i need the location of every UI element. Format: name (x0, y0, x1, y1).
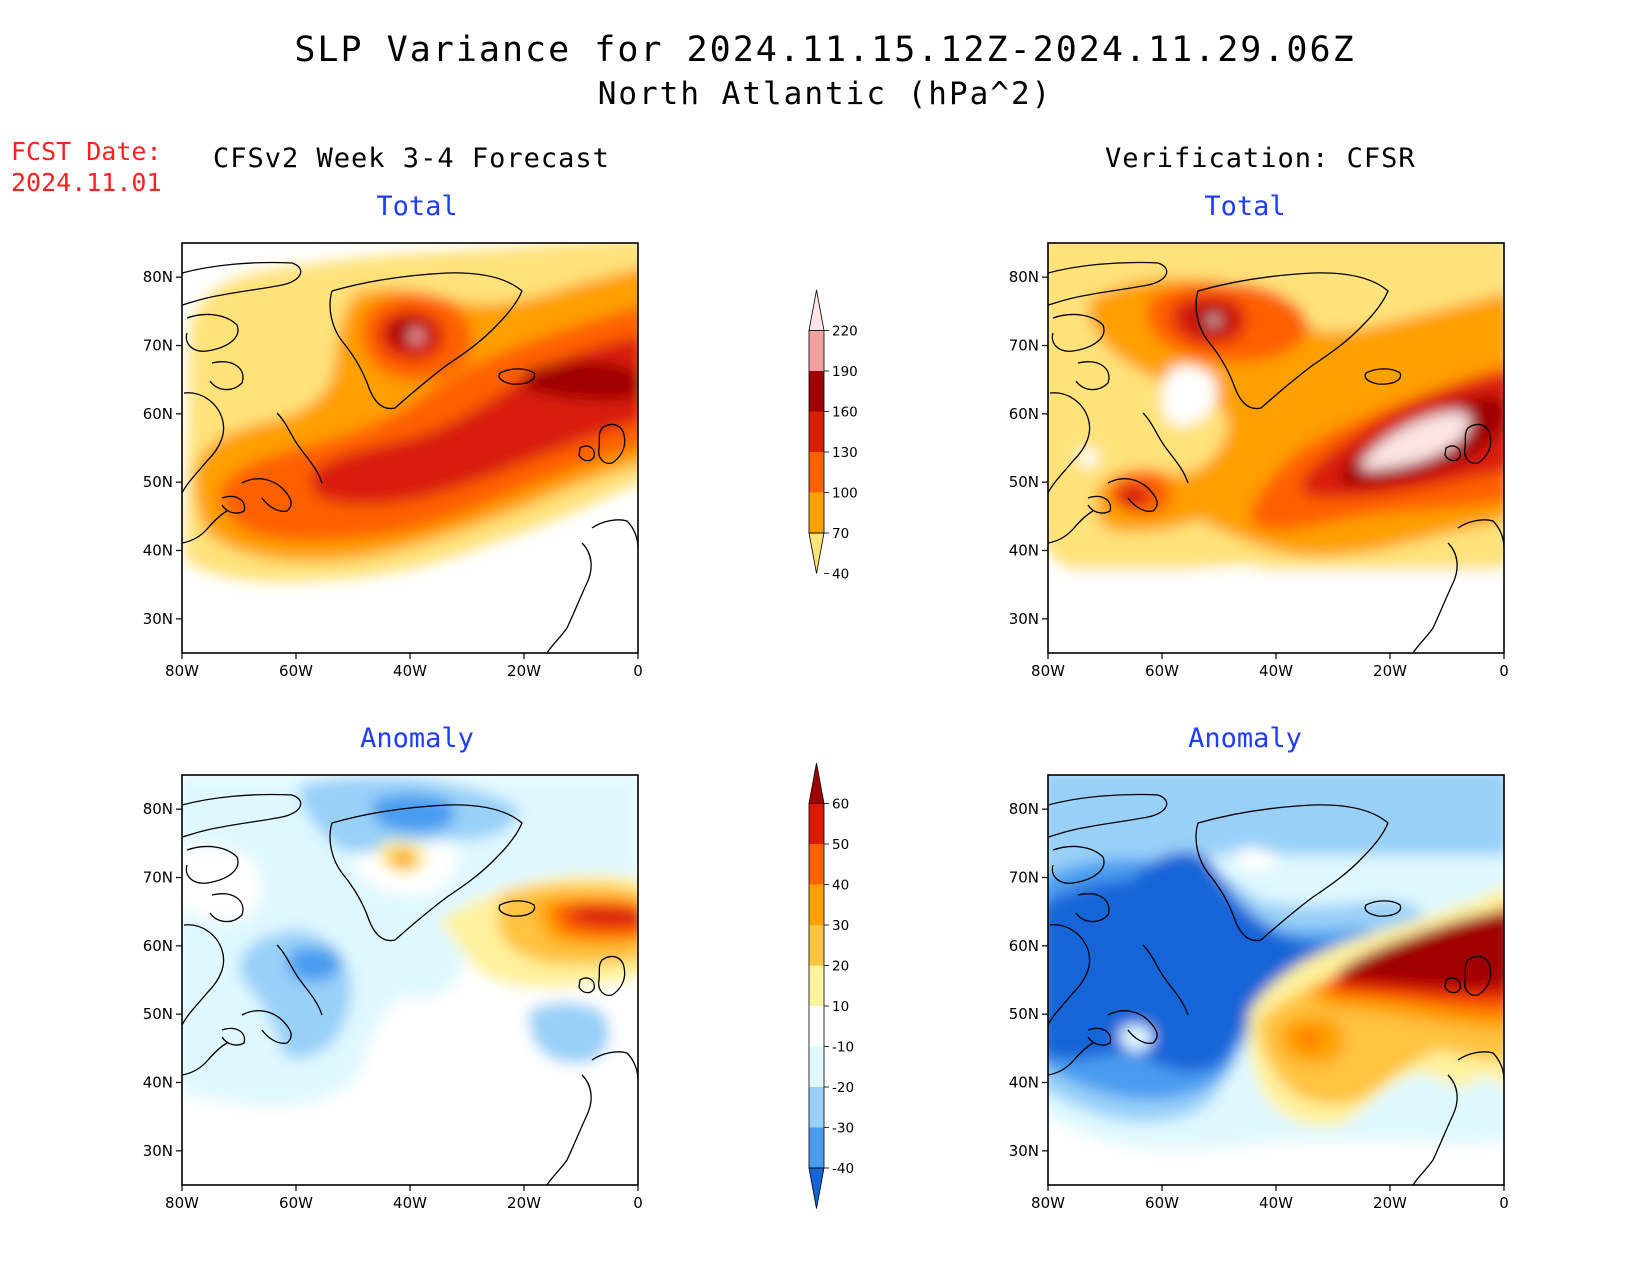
fcst-date-value: 2024.11.01 (11, 168, 162, 197)
lon-tick-label: 40W (393, 662, 427, 680)
colorbar-label: 10 (832, 999, 849, 1015)
colorbar-label: -40 (832, 1161, 854, 1177)
fcst-date-label: FCST Date: (11, 137, 162, 166)
colorbar-segment (809, 1087, 824, 1128)
lat-tick-label: 40N (1009, 1074, 1039, 1092)
lon-tick-label: 60W (1145, 1194, 1179, 1212)
lat-tick-label: 50N (1009, 473, 1039, 491)
lon-tick-label: 0 (633, 662, 643, 680)
lon-tick-label: 40W (1259, 662, 1293, 680)
lat-tick-label: 80N (143, 800, 173, 818)
lon-tick-label: 0 (633, 1194, 643, 1212)
colorbar-frame (808, 803, 825, 1169)
forecast-column-title: CFSv2 Week 3-4 Forecast (213, 143, 610, 174)
lon-tick-label: 80W (1031, 662, 1065, 680)
lat-tick-label: 60N (143, 405, 173, 423)
colorbar-anomaly: 60 50 40 30 20 10 -10 -20 -30 -40 (808, 762, 854, 1209)
colorbar-label: 220 (832, 324, 858, 340)
colorbar-label: 20 (832, 959, 849, 975)
colorbar-label: 30 (832, 918, 849, 934)
lat-tick-label: 30N (143, 1142, 173, 1160)
lat-tick-label: 70N (1009, 869, 1039, 887)
colorbar-segment (809, 1006, 824, 1047)
colorbar-label: 40 (832, 878, 849, 894)
lon-tick-label: 80W (1031, 1194, 1065, 1212)
colorbar-frame (808, 330, 825, 534)
lat-tick-label: 40N (143, 1074, 173, 1092)
lat-tick-label: 30N (1009, 610, 1039, 628)
lat-tick-label: 60N (1009, 937, 1039, 955)
lat-tick-label: 60N (1009, 405, 1039, 423)
lat-tick-label: 80N (1009, 268, 1039, 286)
lon-tick-label: 20W (1373, 1194, 1407, 1212)
lat-tick-label: 80N (143, 268, 173, 286)
lat-tick-label: 70N (143, 337, 173, 355)
lon-tick-label: 80W (165, 1194, 199, 1212)
subtitle: North Atlantic (hPa^2) (597, 76, 1053, 112)
colorbar-label: 130 (832, 445, 858, 461)
lat-tick-label: 70N (1009, 337, 1039, 355)
panel-title-verification-anomaly: Anomaly (1188, 723, 1302, 754)
lat-tick-label: 30N (143, 610, 173, 628)
colorbar-segment (809, 330, 824, 371)
lat-tick-label: 80N (1009, 800, 1039, 818)
colorbar-label: -20 (832, 1080, 854, 1096)
lat-tick-label: 30N (1009, 1142, 1039, 1160)
colorbar-total: 220 190 160 130 100 70 40 (808, 289, 858, 583)
panel-verification-total (1047, 242, 1505, 654)
colorbar-segment (809, 884, 824, 925)
panel-title-forecast-anomaly: Anomaly (360, 723, 474, 754)
lat-tick-label: 40N (143, 542, 173, 560)
lat-tick-label: 50N (143, 473, 173, 491)
lat-tick-label: 40N (1009, 542, 1039, 560)
lat-tick-label: 60N (143, 937, 173, 955)
lon-tick-label: 20W (1373, 662, 1407, 680)
colorbar-cap-top (808, 289, 825, 331)
verification-column-title: Verification: CFSR (1105, 143, 1416, 174)
colorbar-label: 190 (832, 364, 858, 380)
colorbar-label: 40 (832, 567, 849, 583)
colorbar-cap-bottom (808, 532, 825, 574)
colorbar-segment (809, 411, 824, 452)
lat-tick-label: 70N (143, 869, 173, 887)
colorbar-segment (809, 965, 824, 1006)
colorbar-segment (809, 1127, 824, 1168)
colorbar-segment (809, 452, 824, 493)
colorbar-segment (809, 1046, 824, 1087)
colorbar-segment (809, 492, 824, 533)
lon-tick-label: 20W (507, 662, 541, 680)
colorbar-label: 160 (832, 405, 858, 421)
panel-forecast-anomaly (181, 774, 639, 1186)
panel-title-verification-total: Total (1204, 191, 1286, 222)
lat-tick-label: 50N (143, 1005, 173, 1023)
colorbar-label: 100 (832, 486, 858, 502)
colorbar-segment (809, 803, 824, 844)
panel-verification-anomaly (1047, 774, 1505, 1186)
panel-title-forecast-total: Total (376, 191, 458, 222)
main-title: SLP Variance for 2024.11.15.12Z-2024.11.… (294, 30, 1356, 70)
lon-tick-label: 0 (1499, 1194, 1509, 1212)
colorbar-cap-bottom (808, 1167, 825, 1209)
colorbar-label: 60 (832, 797, 849, 813)
lon-tick-label: 40W (393, 1194, 427, 1212)
lon-tick-label: 60W (279, 1194, 313, 1212)
colorbar-segment (809, 925, 824, 966)
colorbar-segment (809, 844, 824, 885)
lon-tick-label: 60W (279, 662, 313, 680)
colorbar-label: 50 (832, 837, 849, 853)
lat-tick-label: 50N (1009, 1005, 1039, 1023)
colorbar-segment (809, 371, 824, 412)
lon-tick-label: 60W (1145, 662, 1179, 680)
colorbar-label: -30 (832, 1121, 854, 1137)
colorbar-label: -10 (832, 1040, 854, 1056)
lon-tick-label: 0 (1499, 662, 1509, 680)
lon-tick-label: 40W (1259, 1194, 1293, 1212)
colorbar-label: 70 (832, 526, 849, 542)
map-axes: 80W 60W 40W 20W 0 80N 70N 60N 50N 40N 30N 80W 60W 40W… (143, 268, 1509, 1212)
lon-tick-label: 80W (165, 662, 199, 680)
lon-tick-label: 20W (507, 1194, 541, 1212)
colorbar-cap-top (808, 762, 825, 804)
panel-forecast-total (181, 242, 639, 654)
